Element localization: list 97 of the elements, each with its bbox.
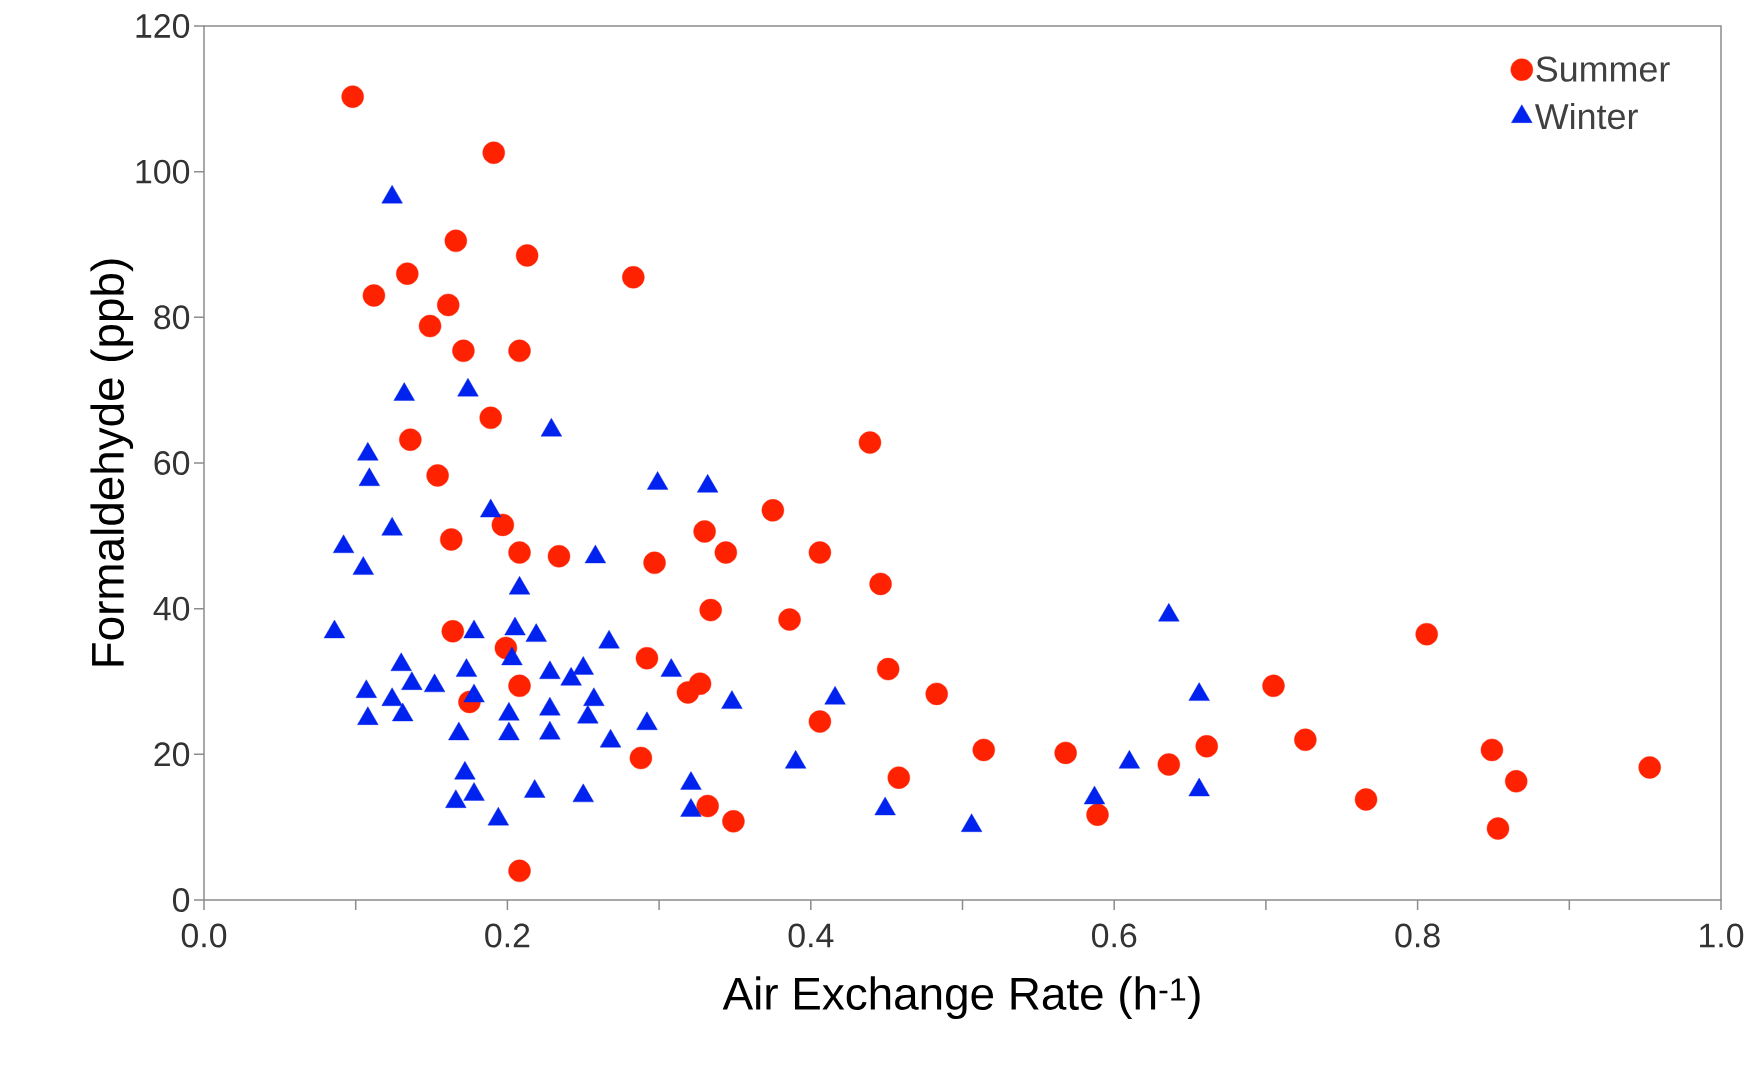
point <box>1188 777 1210 797</box>
point <box>1118 750 1140 769</box>
point <box>480 498 502 518</box>
point <box>539 721 561 740</box>
point <box>525 623 547 642</box>
point <box>584 544 606 564</box>
point <box>440 528 463 551</box>
point <box>583 687 605 706</box>
y-tick-label: 20 <box>154 742 190 767</box>
point <box>498 721 520 741</box>
point <box>539 660 561 679</box>
point <box>693 520 716 543</box>
point <box>761 499 785 522</box>
point <box>487 806 509 826</box>
point <box>498 702 520 721</box>
point <box>577 704 599 724</box>
point <box>785 750 807 769</box>
point <box>714 541 738 564</box>
point <box>874 796 896 816</box>
point <box>352 556 374 575</box>
point <box>539 696 561 716</box>
point <box>572 656 594 675</box>
y-tick-label: 0 <box>172 888 190 912</box>
point <box>418 314 442 338</box>
point <box>646 471 669 490</box>
point <box>362 284 386 307</box>
point <box>381 517 403 536</box>
point <box>455 658 478 677</box>
point <box>961 813 983 832</box>
point <box>392 702 414 722</box>
point <box>515 244 539 267</box>
point <box>808 541 832 564</box>
point <box>444 229 468 253</box>
point <box>524 779 546 798</box>
point <box>660 658 682 677</box>
point <box>501 646 523 666</box>
point <box>463 683 485 703</box>
y-tick-label: 60 <box>154 451 190 475</box>
point <box>636 711 658 730</box>
point <box>448 721 470 741</box>
point <box>508 541 531 564</box>
point <box>357 706 379 725</box>
legend-label: Summer <box>1536 56 1670 82</box>
point <box>358 467 380 486</box>
point <box>643 551 666 574</box>
point <box>1083 785 1106 805</box>
y-tick-label: 80 <box>154 305 190 330</box>
point <box>479 406 502 430</box>
point <box>1158 603 1180 622</box>
point <box>680 771 702 790</box>
point <box>426 464 449 487</box>
y-tick-label: 100 <box>136 159 190 184</box>
x-tick-label: 0.6 <box>1091 923 1137 948</box>
point <box>445 789 467 808</box>
y-axis-title: Formaldehyde (ppb) <box>90 259 134 666</box>
point <box>504 616 526 636</box>
point <box>424 673 446 693</box>
point <box>721 690 743 709</box>
point <box>622 266 645 289</box>
point <box>401 671 423 690</box>
point <box>824 686 846 705</box>
point <box>858 431 882 454</box>
point <box>1188 682 1210 701</box>
point <box>396 262 419 285</box>
y-tick-label: 120 <box>136 13 190 38</box>
point <box>399 428 422 451</box>
x-tick-label: 0.2 <box>485 923 530 948</box>
point <box>323 619 346 639</box>
point <box>560 667 582 686</box>
x-tick-label: 1.0 <box>1700 923 1744 948</box>
point <box>599 729 622 748</box>
x-tick-label: 0.0 <box>181 923 227 948</box>
point <box>540 418 562 437</box>
x-axis-title: Air Exchange Rate (h$^{-1}$) <box>722 976 1200 1020</box>
point <box>454 761 476 780</box>
y-tick-label: 40 <box>153 596 190 621</box>
point <box>463 619 485 639</box>
x-tick-label: 0.4 <box>788 923 834 948</box>
point <box>437 293 460 317</box>
x-tick-label: 0.8 <box>1395 923 1440 948</box>
point <box>482 141 505 164</box>
point <box>355 679 377 698</box>
point <box>598 629 620 649</box>
point <box>332 534 355 553</box>
point <box>572 783 594 803</box>
point <box>508 339 531 363</box>
point <box>463 782 485 801</box>
point <box>357 442 379 461</box>
point <box>680 798 702 817</box>
legend-label: Winter <box>1534 102 1638 130</box>
point <box>491 513 515 537</box>
point <box>508 576 531 595</box>
point <box>390 652 412 671</box>
point <box>452 339 475 363</box>
point <box>697 474 719 493</box>
point <box>381 687 403 706</box>
point <box>341 85 364 108</box>
